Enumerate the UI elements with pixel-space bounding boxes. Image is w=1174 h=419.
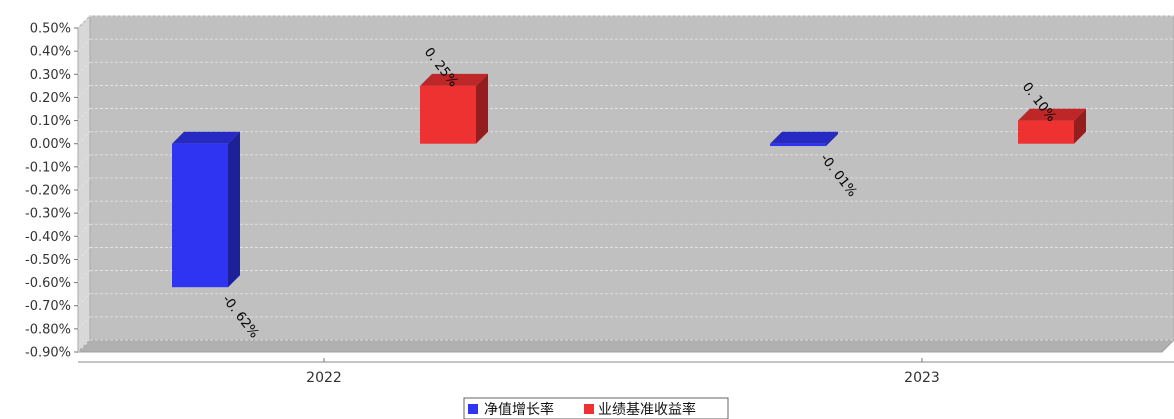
bar bbox=[420, 73, 488, 144]
gridlines bbox=[77, 15, 1174, 353]
y-tick-label: -0.90% bbox=[25, 346, 71, 361]
bar bbox=[770, 131, 838, 147]
gridline-wall bbox=[77, 224, 91, 237]
gridline-wall bbox=[77, 177, 91, 191]
plot-floor bbox=[76, 339, 1174, 353]
legend-box bbox=[463, 397, 729, 419]
bar-side bbox=[228, 131, 240, 288]
x-tick-label: 2022 bbox=[306, 370, 342, 386]
gridline-wall bbox=[77, 131, 91, 144]
bar-top bbox=[172, 131, 240, 144]
gridline-wall bbox=[77, 293, 91, 306]
bar-front bbox=[1018, 120, 1074, 144]
legend-swatch bbox=[468, 404, 478, 414]
bar-top bbox=[1018, 108, 1086, 121]
gridline-wall bbox=[77, 270, 91, 283]
gridline-wall bbox=[77, 108, 91, 121]
bar-side bbox=[826, 131, 838, 147]
x-tick-label: 2023 bbox=[904, 370, 940, 386]
plot-left-wall bbox=[77, 14, 91, 354]
gridline-wall bbox=[77, 247, 91, 260]
x-axis-ticks: 2022 2023 bbox=[306, 358, 940, 386]
gridline-wall bbox=[77, 38, 91, 52]
bar-side bbox=[476, 73, 488, 144]
y-tick-label: 0.50% bbox=[30, 22, 71, 37]
gridline-wall bbox=[77, 154, 91, 168]
gridline-wall bbox=[77, 200, 91, 214]
y-tick-label: 0.00% bbox=[30, 137, 71, 152]
legend: 净值增长率 业绩基准收益率 bbox=[463, 397, 729, 419]
y-tick-label: -0.20% bbox=[25, 184, 71, 199]
y-tick-label: -0.30% bbox=[25, 207, 71, 222]
y-tick-label: -0.50% bbox=[25, 253, 71, 268]
y-tick-label: -0.10% bbox=[25, 160, 71, 175]
y-tick-label: -0.60% bbox=[25, 276, 71, 291]
bar bbox=[172, 131, 240, 288]
bar-side bbox=[1074, 108, 1086, 144]
bar-top bbox=[770, 131, 838, 144]
y-tick-label: 0.20% bbox=[30, 91, 71, 106]
legend-label: 业绩基准收益率 bbox=[598, 401, 696, 418]
bar-front bbox=[172, 143, 228, 288]
legend-label: 净值增长率 bbox=[484, 401, 554, 418]
bars bbox=[172, 73, 1086, 288]
y-axis-ticks: 0.50% 0.40% 0.30% 0.20% 0.10% 0.00% -0.10% -0.2… bbox=[25, 22, 78, 361]
y-tick-label: 0.40% bbox=[30, 45, 71, 60]
y-tick-label: -0.80% bbox=[25, 322, 71, 337]
gridline-wall bbox=[77, 339, 91, 353]
y-tick-label: -0.70% bbox=[25, 299, 71, 314]
y-tick-label: 0.30% bbox=[30, 68, 71, 83]
legend-swatch bbox=[584, 404, 594, 414]
gridline-wall bbox=[77, 15, 91, 29]
gridline-wall bbox=[77, 85, 91, 98]
y-tick-label: -0.40% bbox=[25, 230, 71, 245]
y-tick-label: 0.10% bbox=[30, 114, 71, 129]
bar-front bbox=[420, 85, 476, 144]
bar-front bbox=[770, 143, 826, 147]
gridline-wall bbox=[77, 62, 91, 75]
bar bbox=[1018, 108, 1086, 144]
gridline-wall bbox=[77, 316, 91, 330]
bar-top bbox=[420, 73, 488, 86]
